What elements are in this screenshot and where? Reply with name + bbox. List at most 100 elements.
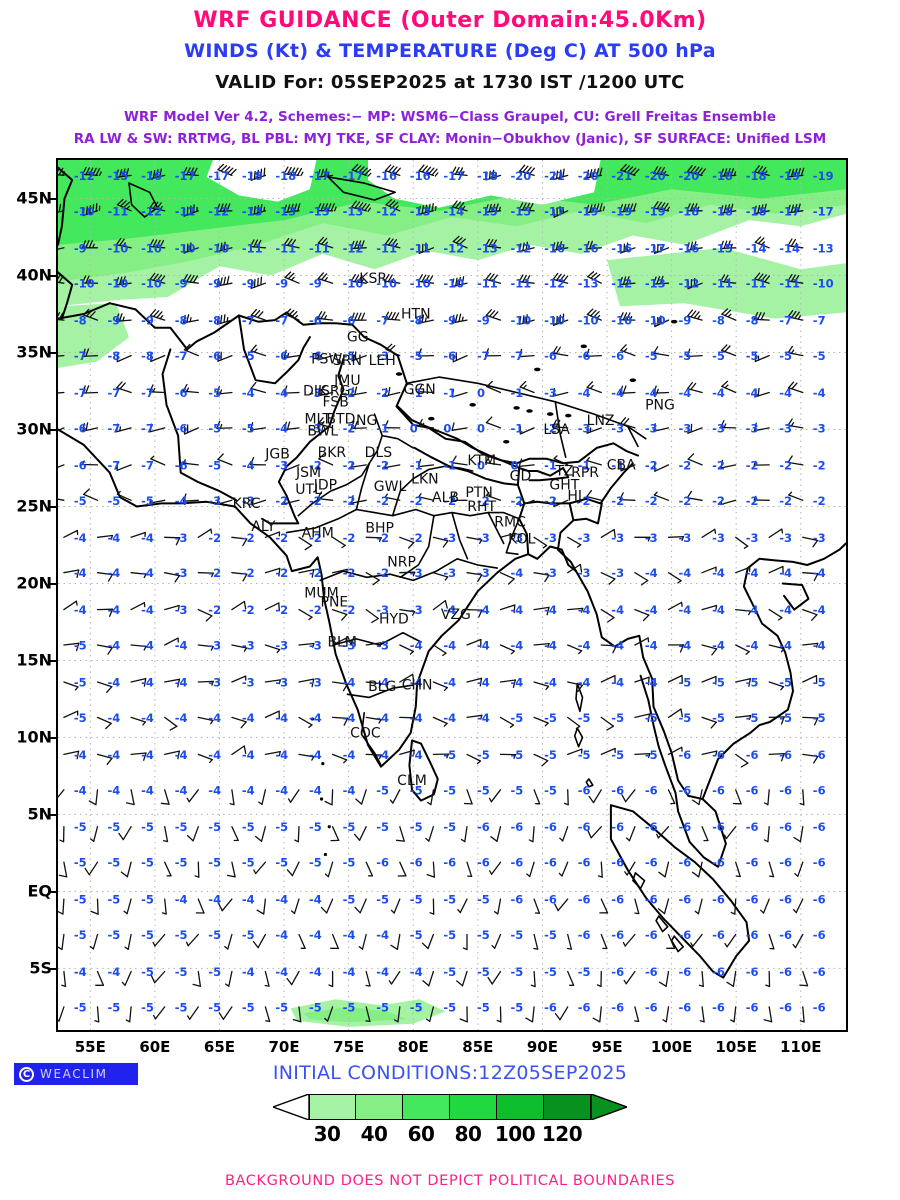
temperature-value: -11 xyxy=(410,241,431,255)
coastlines-layer xyxy=(58,166,846,979)
barb-full-feather xyxy=(257,169,259,179)
temperature-value: -5 xyxy=(410,783,423,797)
barb-full-feather xyxy=(118,168,123,178)
temperature-value: -2 xyxy=(410,531,423,545)
barb-half-feather xyxy=(253,869,257,875)
barb-staff xyxy=(787,387,804,394)
shade-east-light xyxy=(607,247,846,319)
barb-full-feather xyxy=(787,381,795,389)
barb-full-feather xyxy=(525,202,531,211)
barb-half-feather xyxy=(647,536,651,542)
barb-full-feather xyxy=(592,1017,601,1023)
barb-full-feather xyxy=(250,280,253,289)
barb-full-feather xyxy=(76,750,80,760)
barb-half-feather xyxy=(553,455,558,460)
barb-half-feather xyxy=(411,611,416,616)
barb-staff xyxy=(653,352,670,357)
barb-staff xyxy=(519,386,535,394)
temperature-value: -5 xyxy=(275,820,288,834)
temperature-value: -4 xyxy=(578,603,591,617)
temperature-value: -6 xyxy=(611,893,624,907)
barb-full-feather xyxy=(720,274,726,283)
colorbar-legend: 30 40 60 80 100 120 xyxy=(0,1094,900,1146)
barb-half-feather xyxy=(629,315,633,321)
barb-staff xyxy=(63,529,78,538)
barb-staff xyxy=(192,826,199,842)
barb-staff xyxy=(486,385,502,394)
barb-half-feather xyxy=(480,714,483,720)
barb-full-feather xyxy=(753,311,759,320)
barb-staff xyxy=(802,970,809,987)
barb-staff xyxy=(701,528,716,538)
barb-staff xyxy=(164,716,178,727)
barb-full-feather xyxy=(525,241,529,251)
barb-full-feather xyxy=(626,203,630,213)
barb-full-feather xyxy=(317,236,325,244)
barb-full-feather xyxy=(260,168,263,178)
barb-full-feather xyxy=(622,312,628,321)
barb-staff xyxy=(768,1006,773,1023)
barb-full-feather xyxy=(689,241,694,251)
temperature-value: -5 xyxy=(376,1000,389,1014)
coastline xyxy=(568,462,634,505)
barb-half-feather xyxy=(753,495,757,501)
barb-staff xyxy=(264,679,281,683)
map-plot-area[interactable]: -12 -15 -16 -17 -17 -18 -18 -17 -17 -16 -16 -17 -18-… xyxy=(58,160,846,1030)
barb-staff xyxy=(231,826,239,842)
barb-staff xyxy=(533,642,550,646)
barb-staff xyxy=(396,933,401,950)
temperature-value: -10 xyxy=(511,314,532,328)
station-label-MUM: MUM xyxy=(304,585,338,601)
barb-half-feather xyxy=(563,802,569,806)
temperature-value: -6 xyxy=(746,783,759,797)
barb-staff xyxy=(531,1006,535,1023)
temperature-value: -5 xyxy=(511,928,524,942)
barb-full-feather xyxy=(350,312,355,321)
temperature-value: -10 xyxy=(141,241,162,255)
barb-full-feather xyxy=(787,273,793,282)
barb-staff xyxy=(164,750,180,756)
temperature-value: -5 xyxy=(544,748,557,762)
temperature-value: -6 xyxy=(813,820,826,834)
barb-full-feather xyxy=(417,348,422,357)
barb-full-feather xyxy=(169,725,178,731)
barb-full-feather xyxy=(790,310,797,319)
temperature-value: -3 xyxy=(712,531,725,545)
temperature-value: -2 xyxy=(275,603,288,617)
barb-full-feather xyxy=(85,385,90,394)
barb-full-feather xyxy=(387,387,391,396)
barb-staff xyxy=(183,349,199,357)
barb-full-feather xyxy=(620,344,627,351)
barb-full-feather xyxy=(186,314,190,323)
coastline xyxy=(781,582,810,611)
barb-full-feather xyxy=(243,600,247,610)
barb-half-feather xyxy=(226,316,229,323)
barb-half-feather xyxy=(125,1019,131,1023)
barb-full-feather xyxy=(320,906,328,914)
barb-staff xyxy=(499,644,515,652)
barb-staff xyxy=(331,608,348,616)
barb-half-feather xyxy=(211,572,214,578)
barb-staff xyxy=(351,354,367,362)
coastline xyxy=(391,465,474,517)
barb-staff xyxy=(217,354,233,362)
colorbar-tick-120: 120 xyxy=(541,1122,583,1146)
temperature-value: -8 xyxy=(175,314,188,328)
barb-half-feather xyxy=(533,947,539,950)
barb-full-feather xyxy=(149,239,154,248)
lat-tick-mark xyxy=(48,737,57,740)
temperature-value: -5 xyxy=(242,421,255,435)
barb-staff xyxy=(164,536,181,539)
barb-full-feather xyxy=(311,569,315,578)
barb-full-feather xyxy=(787,168,791,178)
barb-full-feather xyxy=(278,567,281,577)
barb-staff xyxy=(432,861,436,878)
barb-half-feather xyxy=(578,650,583,655)
weather-map[interactable]: -12 -15 -16 -17 -17 -18 -18 -17 -17 -16 -16 -17 -18-… xyxy=(56,158,848,1032)
barb-full-feather xyxy=(216,316,220,325)
temperature-value: -4 xyxy=(813,603,826,617)
barb-staff xyxy=(451,206,468,212)
barb-staff xyxy=(533,970,536,988)
wind-barbs-layer xyxy=(58,163,819,1023)
barb-full-feather xyxy=(757,387,760,397)
